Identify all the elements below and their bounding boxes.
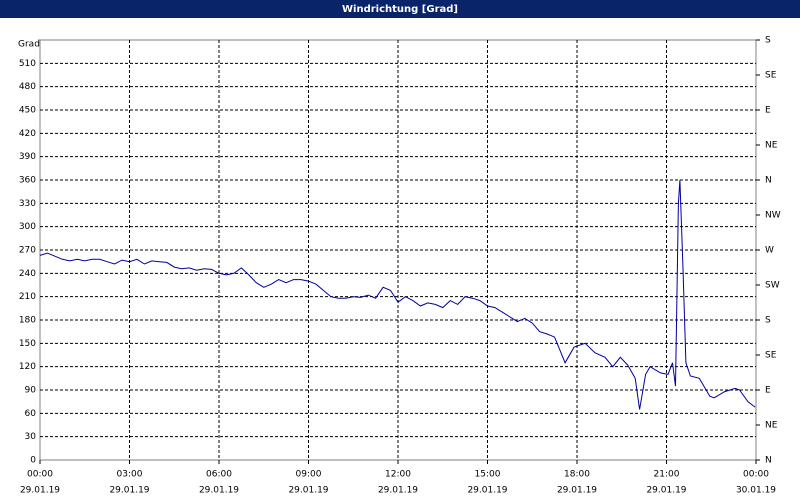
y-tick-label: 360	[19, 176, 36, 186]
y-tick-label: 60	[25, 409, 37, 419]
x-tick-label: 00:00	[27, 470, 53, 480]
x-tick-label: 00:00	[743, 470, 769, 480]
x-tick-date: 29.01.19	[109, 486, 149, 496]
y2-tick-label: W	[765, 246, 774, 256]
y-tick-label: 330	[19, 199, 36, 209]
y-tick-label: 510	[19, 59, 36, 69]
y-tick-label: 270	[19, 246, 36, 256]
y-tick-label: 300	[19, 222, 36, 232]
x-tick-date: 30.01.19	[736, 486, 776, 496]
x-tick-date: 29.01.19	[20, 486, 60, 496]
x-tick-label: 21:00	[654, 470, 680, 480]
x-tick-label: 15:00	[475, 470, 501, 480]
x-tick-date: 29.01.19	[467, 486, 507, 496]
y2-tick-label: SE	[765, 351, 777, 361]
x-tick-date: 29.01.19	[199, 486, 239, 496]
y2-tick-label: SW	[765, 281, 780, 291]
x-tick-date: 29.01.19	[646, 486, 686, 496]
y2-tick-label: NE	[765, 141, 778, 151]
x-tick-date: 29.01.19	[288, 486, 328, 496]
y-tick-label: 240	[19, 269, 36, 279]
x-tick-label: 18:00	[564, 470, 590, 480]
y-tick-label: 210	[19, 292, 36, 302]
y2-tick-label: N	[765, 176, 772, 186]
x-tick-date: 29.01.19	[378, 486, 418, 496]
y2-tick-label: E	[765, 386, 771, 396]
y-tick-label: 390	[19, 152, 36, 162]
y2-tick-label: SE	[765, 71, 777, 81]
data-line	[39, 179, 756, 410]
y2-tick-label: N	[765, 456, 772, 466]
chart-title: Windrichtung [Grad]	[342, 4, 458, 15]
y2-tick-label: E	[765, 106, 771, 116]
y-tick-label: 180	[19, 316, 36, 326]
y-tick-label: 90	[25, 386, 37, 396]
x-tick-label: 06:00	[206, 470, 232, 480]
y-axis-label: Grad	[18, 40, 40, 50]
y-tick-label: 30	[25, 432, 37, 442]
x-tick-label: 09:00	[296, 470, 322, 480]
y2-tick-label: S	[765, 36, 771, 46]
x-tick-label: 03:00	[117, 470, 143, 480]
y-tick-label: 450	[19, 106, 36, 116]
y2-tick-label: NW	[765, 211, 781, 221]
y2-tick-label: NE	[765, 421, 778, 431]
title-bar	[0, 0, 800, 18]
y-tick-label: 420	[19, 129, 36, 139]
x-tick-date: 29.01.19	[557, 486, 597, 496]
y-tick-label: 0	[30, 456, 36, 466]
y-tick-label: 480	[19, 82, 36, 92]
y-tick-label: 120	[19, 362, 36, 372]
x-tick-label: 12:00	[385, 470, 411, 480]
y2-tick-label: S	[765, 316, 771, 326]
y-tick-label: 150	[19, 339, 36, 349]
